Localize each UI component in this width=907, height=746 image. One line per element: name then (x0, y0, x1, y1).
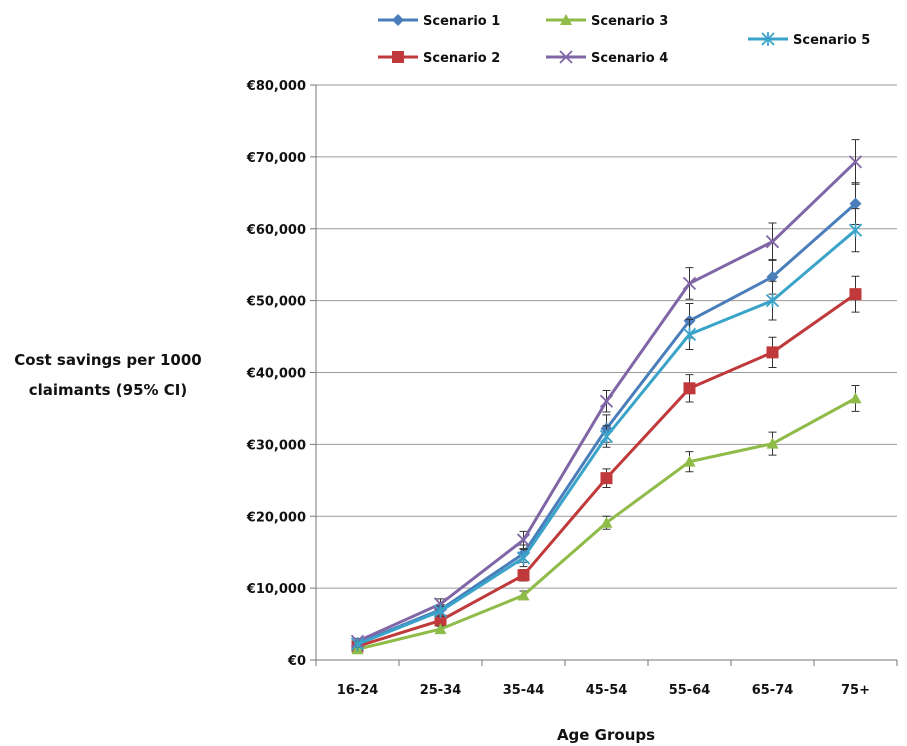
legend-item: Scenario 5 (748, 32, 870, 48)
x-axis-title: Age Groups (557, 726, 655, 744)
data-point (516, 533, 531, 547)
data-point (766, 437, 779, 449)
data-point (683, 455, 696, 467)
x-tick-label: 25-34 (420, 683, 462, 698)
data-point (765, 235, 780, 249)
data-point (516, 550, 531, 565)
x-tick-label: 45-54 (586, 683, 628, 698)
data-point (600, 516, 613, 528)
legend-item: Scenario 3 (546, 14, 668, 29)
y-axis-title-line-2: claimants (95% CI) (29, 381, 187, 399)
axes: €0 €10,000 €20,000 €30,000 €40,000 €50,000 €60… (246, 79, 898, 698)
data-point (559, 50, 573, 64)
data-point (849, 288, 862, 301)
data-point (434, 623, 447, 635)
x-tick-label: 65-74 (752, 683, 794, 698)
data-point (350, 637, 365, 652)
y-tick-label: €50,000 (246, 295, 306, 310)
data-point (682, 327, 697, 342)
y-tick-label: €80,000 (246, 79, 306, 94)
legend: Scenario 1 Scenario 2 Scenario 3 Scenario 4… (378, 14, 870, 66)
legend-label: Scenario 1 (423, 14, 500, 29)
data-point (517, 569, 530, 582)
y-tick-label: €20,000 (246, 510, 306, 525)
legend-label: Scenario 3 (591, 14, 668, 29)
data-point (434, 614, 447, 627)
data-point (761, 32, 775, 46)
data-point (765, 293, 780, 308)
x-tick-label: 75+ (841, 683, 870, 698)
series-4 (350, 139, 863, 648)
data-point (683, 382, 696, 395)
data-point (849, 197, 862, 210)
data-point (849, 392, 862, 404)
x-tick-label: 16-24 (337, 683, 379, 698)
data-point (766, 270, 779, 283)
data-point (682, 276, 697, 291)
data-point (392, 14, 404, 26)
legend-label: Scenario 5 (793, 33, 870, 48)
legend-item: Scenario 4 (546, 50, 668, 66)
y-tick-label: €30,000 (246, 438, 306, 453)
series-group (350, 139, 863, 655)
data-point (848, 155, 863, 169)
series-1 (351, 182, 862, 650)
series-5 (350, 208, 863, 652)
y-tick-label: €10,000 (246, 582, 306, 597)
legend-label: Scenario 4 (591, 51, 668, 66)
data-point (600, 472, 613, 485)
y-axis-title-line-1: Cost savings per 1000 (14, 351, 201, 369)
data-point (599, 429, 614, 444)
y-tick-label: €60,000 (246, 223, 306, 238)
data-point (766, 346, 779, 359)
y-tick-label: €0 (287, 654, 306, 669)
data-point (517, 589, 530, 601)
series-2 (351, 275, 862, 653)
y-tick-label: €40,000 (246, 367, 306, 382)
data-point (433, 604, 448, 619)
data-point (560, 14, 572, 25)
y-tick-label: €70,000 (246, 151, 306, 166)
data-point (599, 394, 614, 408)
grid-lines (316, 84, 897, 589)
legend-item: Scenario 2 (378, 51, 500, 66)
data-point (848, 223, 863, 238)
legend-label: Scenario 2 (423, 51, 500, 66)
x-tick-label: 55-64 (669, 683, 711, 698)
data-point (392, 51, 404, 63)
legend-item: Scenario 1 (378, 14, 500, 29)
x-tick-label: 35-44 (503, 683, 545, 698)
